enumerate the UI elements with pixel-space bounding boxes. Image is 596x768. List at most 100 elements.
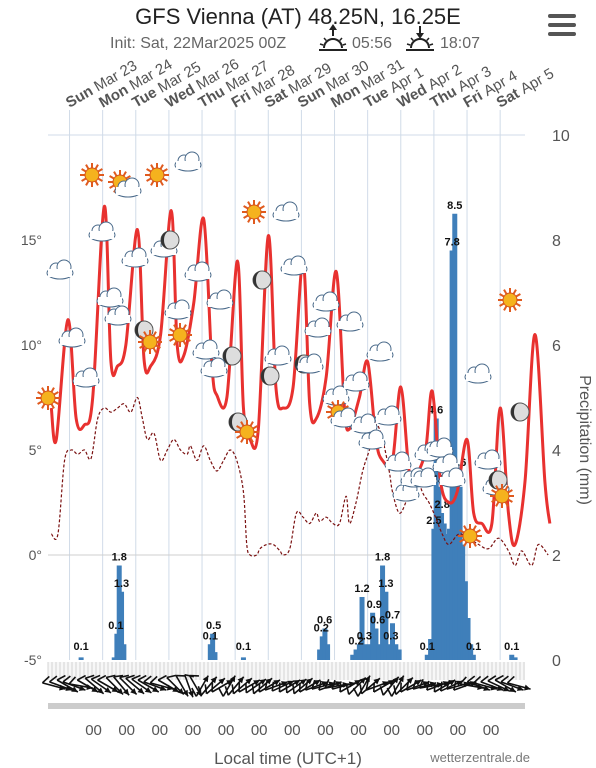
wind-barb-icon	[251, 677, 273, 695]
cloud-icon	[336, 311, 364, 332]
wind-barb-icon	[339, 679, 362, 693]
hamburger-menu-icon[interactable]	[548, 14, 576, 36]
sunrise-time: 05:56	[352, 35, 392, 52]
time-axis: 00 00 00 00 00 00 00 00 00 00 00 00 00 Local time (UT…	[85, 722, 530, 768]
sun-icon	[36, 386, 60, 410]
cloud-icon	[330, 407, 358, 428]
wind-barb-icon	[373, 679, 396, 693]
cloud-icon	[296, 353, 324, 374]
precip-bar	[436, 486, 442, 660]
precip-bar	[454, 471, 460, 660]
wind-barb-icon	[399, 679, 422, 693]
cloud-icon	[264, 345, 292, 366]
precip-bar	[210, 633, 216, 660]
cloud-icon	[366, 341, 394, 362]
wind-barb-icon	[386, 675, 405, 697]
wind-barb-icon	[379, 676, 400, 696]
precip-axis-label: Precipitation (mm)	[576, 375, 593, 505]
precip-bar	[322, 628, 328, 660]
precip-bar	[362, 644, 368, 660]
wind-barb-icon	[238, 679, 261, 693]
precip-bar	[376, 644, 382, 660]
cloud-icon	[322, 385, 350, 406]
precip-bar	[424, 654, 430, 660]
wind-barb-icon	[137, 674, 160, 693]
wind-barb-icon	[271, 680, 295, 692]
precip-bar	[396, 649, 402, 660]
moon-icon	[252, 270, 272, 290]
precip-bar	[359, 597, 365, 660]
cloud-icon	[358, 429, 386, 450]
sun-icon	[490, 484, 514, 508]
temp-tick-label: 0°	[29, 547, 42, 563]
wind-barb-icon	[166, 674, 185, 696]
wind-barb-icon	[487, 675, 510, 692]
precip-value-label: 0.1	[73, 641, 88, 653]
cloud-icon	[312, 291, 340, 312]
precip-value-label: 0.2	[314, 622, 329, 634]
precip-tick-label: 0	[552, 653, 561, 670]
chart-title: GFS Vienna (AT) 48.25N, 16.25E	[135, 4, 461, 29]
cloud-icon	[174, 151, 202, 172]
precip-bar	[121, 644, 127, 660]
wind-barb-icon	[278, 679, 301, 693]
cloud-icon	[304, 317, 332, 338]
precip-value-label: 0.1	[108, 620, 123, 632]
init-label: Init: Sat, 22Mar2025 00Z	[110, 35, 286, 52]
cloud-icon	[114, 177, 142, 198]
precip-bar	[468, 644, 474, 660]
wind-barb-icon	[76, 674, 99, 693]
wind-barb-icon	[352, 675, 371, 697]
cloud-icon	[410, 467, 438, 488]
precip-bar	[393, 644, 399, 660]
precip-bar	[428, 639, 434, 660]
temp-tick-label: -5°	[24, 652, 42, 668]
precip-bar	[370, 612, 376, 660]
precip-value-label: 0.1	[203, 630, 218, 642]
axes: -5° 0° 5° 10° 15° 0 2 4 6 8 10 Precipitation (mm)	[21, 128, 593, 670]
wind-barb-icon	[359, 677, 381, 695]
cloud-icon	[96, 287, 124, 308]
precip-value-label: 1.3	[378, 578, 393, 590]
precip-bar	[240, 657, 246, 660]
temp-tick-label: 10°	[21, 337, 42, 353]
precip-tick-label: 10	[552, 128, 570, 145]
wind-barb-icon	[90, 674, 112, 694]
precip-bar	[319, 636, 325, 660]
moon-icon	[488, 470, 508, 490]
weather-icons	[36, 151, 530, 548]
precipitation-bars	[78, 213, 518, 660]
cloud-icon	[121, 247, 149, 268]
precip-tick-label: 2	[552, 548, 561, 565]
wind-barb-icon	[393, 676, 414, 696]
wind-row-background	[48, 662, 525, 680]
precip-bar	[383, 591, 389, 660]
wind-barb-icon	[84, 674, 105, 695]
cloud-icon	[350, 413, 378, 434]
precip-bar	[325, 644, 331, 660]
precip-value-label: 8.5	[447, 200, 462, 212]
precip-value-label: 0.7	[385, 609, 400, 621]
wind-barb-icon	[433, 679, 456, 693]
wind-barb-icon	[218, 675, 236, 697]
sun-icon	[498, 288, 522, 312]
time-tick-label: 00	[251, 722, 268, 739]
time-tick-label: 00	[218, 722, 235, 739]
cloud-icon	[426, 437, 454, 458]
time-tick-label: 00	[85, 722, 102, 739]
cloud-icon	[192, 339, 220, 360]
cloud-icon	[438, 467, 466, 488]
precip-bar	[446, 528, 452, 660]
precip-bar	[353, 649, 359, 660]
sunset-time: 18:07	[440, 35, 480, 52]
precip-value-label: 7.8	[444, 237, 459, 249]
precip-bar	[356, 644, 362, 660]
precip-bar	[386, 644, 392, 660]
precip-bar	[111, 657, 117, 660]
precip-bar	[78, 657, 84, 660]
wind-barb-icon	[48, 675, 73, 691]
precip-bar	[439, 513, 445, 660]
precip-value-label: 1.8	[375, 552, 390, 564]
wind-barb-icon	[258, 679, 281, 693]
